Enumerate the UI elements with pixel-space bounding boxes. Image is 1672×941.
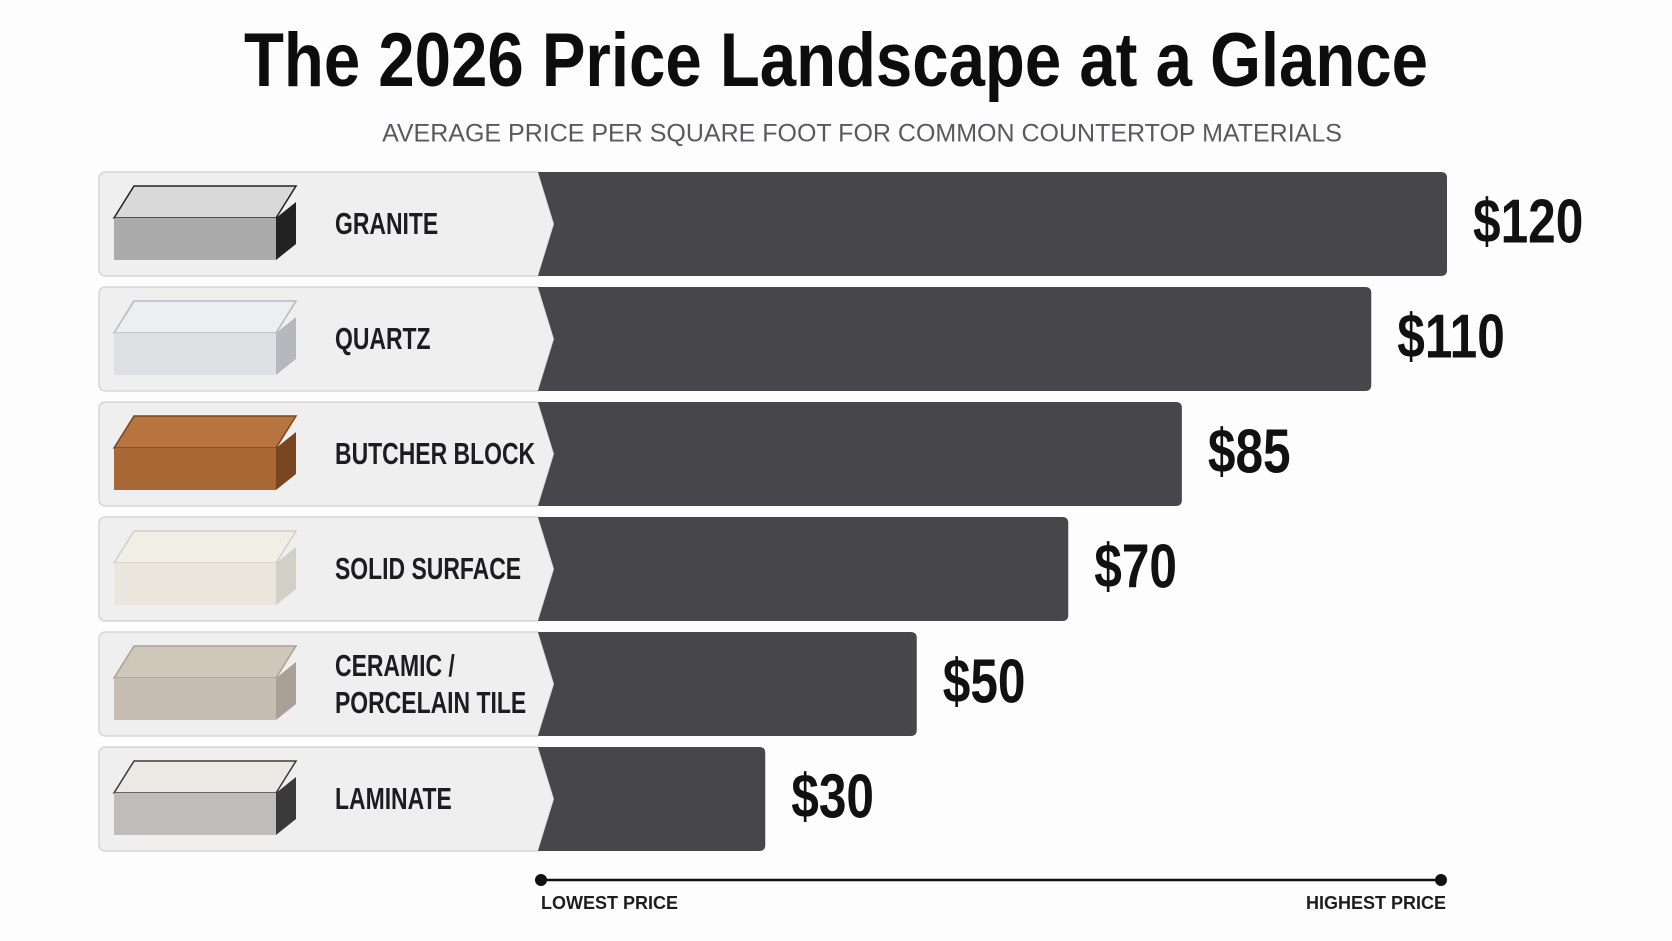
category-label: CERAMIC / PORCELAIN TILE xyxy=(335,647,527,720)
value-label: $85 xyxy=(1208,416,1291,486)
material-icon-front xyxy=(114,563,276,605)
value-label: $70 xyxy=(1094,531,1177,601)
category-label-box: CERAMIC / PORCELAIN TILE xyxy=(335,632,625,736)
material-icon-front xyxy=(114,218,276,260)
chart-title: The 2026 Price Landscape at a Glance xyxy=(244,19,1428,104)
value-label: $30 xyxy=(791,761,874,831)
bar xyxy=(538,517,1069,621)
category-label: LAMINATE xyxy=(335,781,452,817)
category-label-box: QUARTZ xyxy=(335,287,625,391)
bar xyxy=(538,747,766,851)
category-label-box: SOLID SURFACE xyxy=(335,517,625,621)
category-label-box: BUTCHER BLOCK xyxy=(335,402,625,506)
material-icon-front xyxy=(114,333,276,375)
material-icon-front xyxy=(114,793,276,835)
axis-high-label: HIGHEST PRICE xyxy=(1306,893,1446,913)
axis-dot xyxy=(1435,874,1447,886)
bar xyxy=(538,287,1372,391)
value-label: $50 xyxy=(943,646,1026,716)
category-label-box: LAMINATE xyxy=(335,747,625,851)
material-icon-top xyxy=(112,530,298,564)
material-icon-top xyxy=(112,415,298,449)
value-label: $120 xyxy=(1473,186,1583,256)
bar xyxy=(538,632,917,736)
material-icon-front xyxy=(114,678,276,720)
material-icon-top xyxy=(112,185,298,219)
category-label: GRANITE xyxy=(335,206,439,242)
bar xyxy=(538,402,1182,506)
material-icon-front xyxy=(114,448,276,490)
bar xyxy=(538,172,1447,276)
category-label: BUTCHER BLOCK xyxy=(335,436,536,472)
axis-dot xyxy=(535,874,547,886)
material-icon-top xyxy=(112,760,298,794)
axis-low-label: LOWEST PRICE xyxy=(541,893,678,913)
material-icon-top xyxy=(112,645,298,679)
category-label: SOLID SURFACE xyxy=(335,551,522,587)
category-label: QUARTZ xyxy=(335,321,431,357)
value-label: $110 xyxy=(1397,301,1505,371)
category-label-box: GRANITE xyxy=(335,172,625,276)
chart-subtitle: AVERAGE PRICE PER SQUARE FOOT FOR COMMON… xyxy=(382,120,1342,148)
material-icon-top xyxy=(112,300,298,334)
